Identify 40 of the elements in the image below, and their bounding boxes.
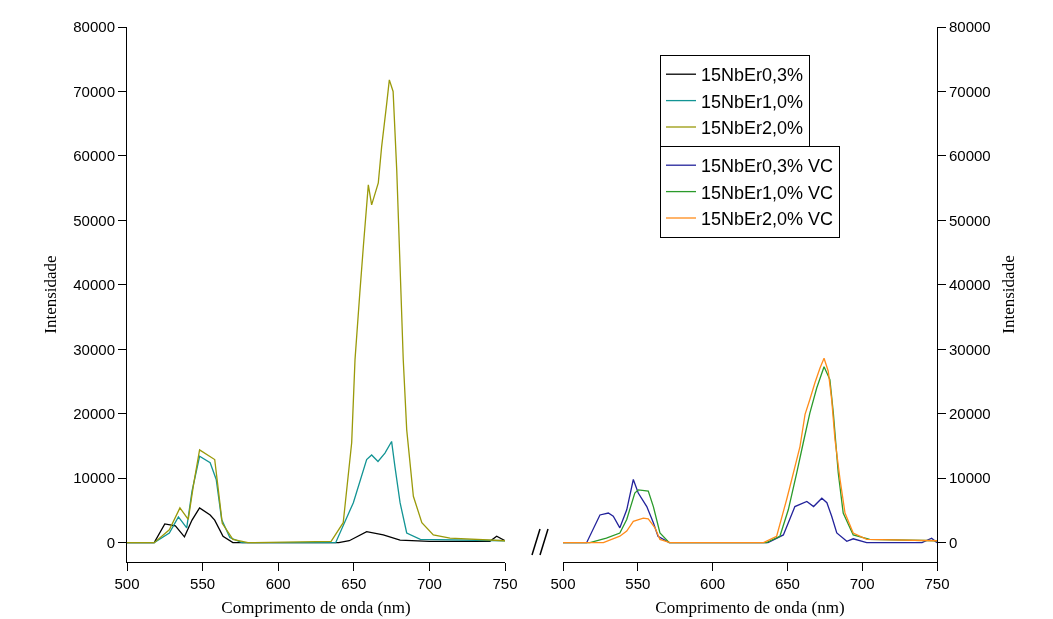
y-tick-label: 20000 — [949, 405, 991, 422]
y-tick-label: 70000 — [73, 82, 115, 100]
y-tick-label: 0 — [106, 533, 115, 551]
x-tick-label: 700 — [416, 575, 442, 592]
y-tick-label: 10000 — [949, 469, 991, 487]
legend-label: 15NbEr2,0% VC — [701, 209, 834, 230]
x-tick-label: 750 — [492, 575, 518, 592]
y-tick-label: 30000 — [949, 340, 991, 358]
x-tick-label: 550 — [625, 575, 651, 592]
y-axis-title: Intensidade — [40, 255, 60, 334]
y-tick-label: 60000 — [73, 147, 115, 165]
x-tick-label: 650 — [774, 575, 800, 592]
x-tick-label: 600 — [265, 575, 291, 592]
y-tick-label: 40000 — [949, 276, 991, 294]
legend-label: 15NbEr1,0% — [701, 91, 804, 112]
x-tick-label: 750 — [924, 575, 950, 592]
y-tick-label: 30000 — [73, 340, 115, 358]
legend-label: 15NbEr2,0% — [701, 118, 804, 139]
y-tick-label: 50000 — [73, 211, 115, 229]
y-tick-label: 50000 — [949, 211, 991, 229]
x-axis-title: Comprimento de onda (nm) — [221, 598, 411, 618]
x-tick-label: 600 — [700, 575, 726, 592]
y-tick-label: 70000 — [949, 82, 991, 100]
y-tick-label: 20000 — [73, 405, 115, 422]
legend-label: 15NbEr0,3% — [701, 65, 804, 86]
legend-label: 15NbEr0,3% VC — [701, 156, 834, 177]
x-tick-label: 500 — [550, 575, 576, 592]
y-tick-label: 60000 — [949, 147, 991, 165]
y-tick-label: 0 — [949, 533, 958, 551]
x-axis-title: Comprimento de onda (nm) — [655, 598, 845, 618]
x-tick-label: 500 — [114, 575, 140, 592]
legend-label: 15NbEr1,0% VC — [701, 182, 834, 203]
x-tick-label: 650 — [341, 575, 367, 592]
y-tick-label: 10000 — [73, 469, 115, 487]
y-tick-label: 80000 — [949, 18, 991, 36]
x-tick-label: 700 — [849, 575, 875, 592]
x-tick-label: 550 — [190, 575, 216, 592]
y-tick-label: 40000 — [73, 276, 115, 294]
y-axis-title: Intensidade — [999, 255, 1019, 334]
y-tick-label: 80000 — [73, 18, 115, 36]
